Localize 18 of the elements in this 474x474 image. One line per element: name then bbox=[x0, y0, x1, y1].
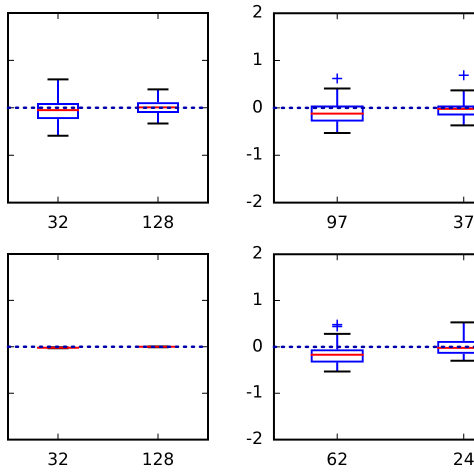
y-tick-label: 1 bbox=[252, 50, 263, 70]
x-tick-label: 32 bbox=[47, 213, 69, 234]
y-tick-label: -2 bbox=[246, 192, 263, 212]
y-tick-label: -2 bbox=[246, 429, 263, 450]
x-tick-label: 128 bbox=[142, 213, 174, 234]
x-tick-label: 128 bbox=[142, 450, 174, 470]
y-tick-label: 2 bbox=[252, 244, 263, 264]
y-tick-label: 0 bbox=[252, 336, 263, 356]
y-tick-label: 1 bbox=[252, 290, 263, 310]
y-tick-label: -1 bbox=[246, 144, 263, 165]
x-tick-label: 37 bbox=[452, 213, 474, 234]
y-tick-label: 2 bbox=[252, 2, 263, 23]
y-tick-label: -1 bbox=[246, 382, 263, 403]
x-tick-label: 32 bbox=[47, 450, 69, 470]
y-tick-label: 0 bbox=[252, 97, 263, 118]
x-tick-label: 24 bbox=[452, 450, 474, 470]
x-tick-label: 62 bbox=[326, 450, 348, 470]
x-tick-label: 97 bbox=[326, 213, 348, 234]
